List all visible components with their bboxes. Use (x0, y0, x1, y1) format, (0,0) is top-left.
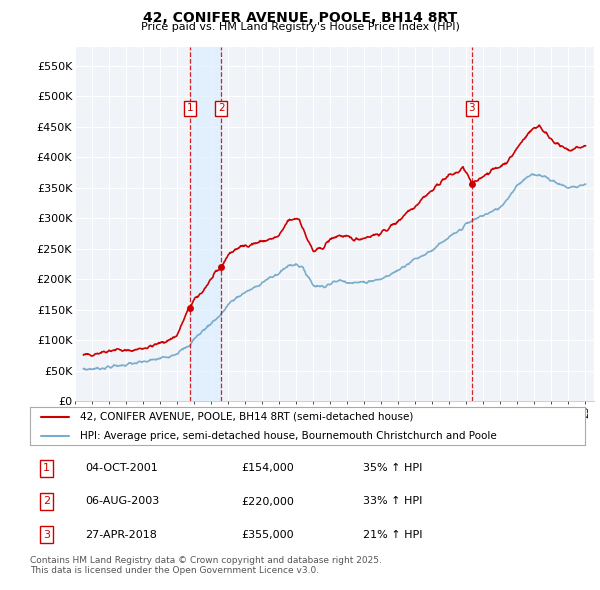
Text: 21% ↑ HPI: 21% ↑ HPI (363, 530, 422, 540)
Text: Contains HM Land Registry data © Crown copyright and database right 2025.
This d: Contains HM Land Registry data © Crown c… (30, 556, 382, 575)
Text: 1: 1 (43, 463, 50, 473)
Text: 3: 3 (469, 103, 475, 113)
Text: 3: 3 (43, 530, 50, 540)
Text: 33% ↑ HPI: 33% ↑ HPI (363, 497, 422, 506)
Text: HPI: Average price, semi-detached house, Bournemouth Christchurch and Poole: HPI: Average price, semi-detached house,… (80, 431, 497, 441)
Text: 1: 1 (187, 103, 193, 113)
Text: £355,000: £355,000 (241, 530, 293, 540)
Text: 06-AUG-2003: 06-AUG-2003 (86, 497, 160, 506)
Text: 35% ↑ HPI: 35% ↑ HPI (363, 463, 422, 473)
Text: 2: 2 (43, 497, 50, 506)
Text: £220,000: £220,000 (241, 497, 294, 506)
Text: 2: 2 (218, 103, 224, 113)
Text: £154,000: £154,000 (241, 463, 293, 473)
Text: 04-OCT-2001: 04-OCT-2001 (86, 463, 158, 473)
Text: 27-APR-2018: 27-APR-2018 (86, 530, 157, 540)
Text: 42, CONIFER AVENUE, POOLE, BH14 8RT: 42, CONIFER AVENUE, POOLE, BH14 8RT (143, 11, 457, 25)
Text: Price paid vs. HM Land Registry's House Price Index (HPI): Price paid vs. HM Land Registry's House … (140, 22, 460, 32)
Text: 42, CONIFER AVENUE, POOLE, BH14 8RT (semi-detached house): 42, CONIFER AVENUE, POOLE, BH14 8RT (sem… (80, 412, 413, 422)
Bar (190, 47, 221, 401)
